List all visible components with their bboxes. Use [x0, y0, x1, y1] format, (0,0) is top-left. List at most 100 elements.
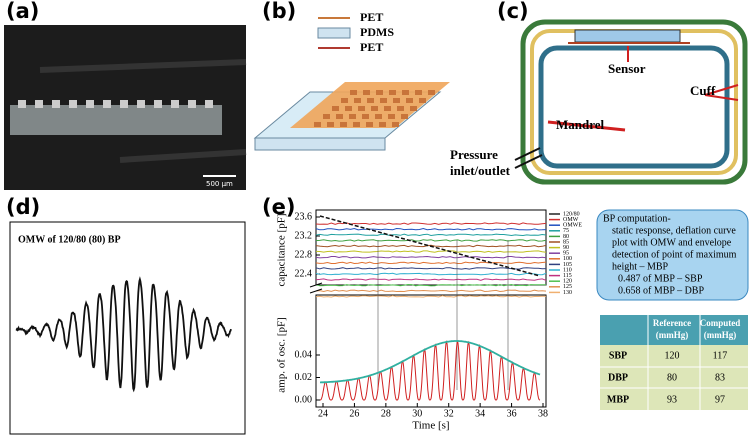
label: (b): [262, 0, 296, 23]
photo-stripe: [119, 149, 247, 163]
pillar: [340, 122, 347, 127]
pillar: [349, 114, 356, 119]
envelope: [320, 340, 541, 384]
arrow: [704, 94, 739, 101]
label: 83: [715, 372, 725, 383]
label: Sensor: [608, 61, 646, 76]
label: 115: [563, 273, 572, 279]
label: capacitance [pF]: [276, 214, 288, 287]
label: 23.6: [295, 211, 313, 222]
pressure-trace: [315, 261, 547, 265]
tube: [514, 154, 543, 169]
pressure-trace: [315, 233, 547, 237]
label: 85: [563, 239, 569, 245]
pdms-swatch: [317, 27, 351, 39]
label: BP computation-: [603, 213, 671, 224]
sensor: [574, 29, 681, 43]
pillar: [366, 122, 373, 127]
label: 117: [713, 350, 728, 361]
pillar: [419, 98, 426, 103]
pillar: [389, 90, 396, 95]
label: 100: [563, 256, 572, 262]
mandrel: [538, 45, 730, 169]
arrow: [547, 120, 626, 132]
micro-pillars: [314, 90, 435, 127]
label: 120: [665, 350, 680, 361]
pressure-trace: [315, 222, 547, 225]
pillar: [154, 100, 162, 108]
label: 120: [563, 279, 572, 285]
pressure-trace: [315, 250, 547, 253]
tube: [514, 147, 541, 161]
pillar: [353, 122, 360, 127]
pillar: [336, 114, 343, 119]
waveform: [15, 276, 232, 393]
label: 38: [538, 408, 548, 419]
label: 32: [444, 408, 454, 419]
pillar: [350, 90, 357, 95]
pillar: [375, 114, 382, 119]
pillar: [363, 90, 370, 95]
pillar: [137, 100, 145, 108]
label: PET: [360, 10, 383, 24]
table-header: [600, 315, 748, 345]
label: 0.00: [295, 394, 313, 405]
cuff-layer: [530, 29, 738, 175]
pillar: [35, 100, 43, 108]
pillar: [345, 106, 352, 111]
pressure-trace: [315, 239, 547, 242]
arrow: [704, 84, 739, 96]
pillar: [397, 106, 404, 111]
label: 105: [563, 262, 572, 268]
label: 97: [715, 394, 725, 405]
label: OMW of 120/80 (80) BP: [18, 234, 121, 245]
sensor-cross-section: [10, 105, 222, 135]
label: inlet/outlet: [450, 163, 511, 178]
pressure-trace: [315, 295, 547, 298]
panel-d-frame: [9, 221, 246, 435]
pillar: [171, 100, 179, 108]
label: (c): [497, 0, 529, 23]
label: (d): [6, 195, 40, 219]
label: 120/80: [563, 211, 580, 217]
pillar: [410, 106, 417, 111]
label: (a): [6, 0, 39, 23]
label: (e): [262, 195, 295, 219]
pillar: [371, 106, 378, 111]
label: SBP: [609, 350, 627, 361]
pillar: [323, 114, 330, 119]
oscillation: [319, 340, 541, 401]
label: height – MBP: [612, 261, 669, 272]
label: 75: [563, 228, 569, 234]
label: 28: [381, 408, 391, 419]
outer-cuff: [520, 19, 748, 185]
label: 110: [563, 267, 572, 273]
pillar: [402, 90, 409, 95]
pdms-side: [254, 137, 386, 151]
label: Time [s]: [412, 420, 449, 432]
label: (mmHg): [656, 330, 689, 340]
pillar: [367, 98, 374, 103]
upper-plot-frame: [315, 209, 547, 286]
pillar: [120, 100, 128, 108]
pillar: [392, 122, 399, 127]
pillar: [205, 100, 213, 108]
label: 80: [563, 234, 569, 240]
pillar: [103, 100, 111, 108]
label: Computed: [700, 318, 741, 328]
label: 95: [563, 251, 569, 257]
deflation-curve: [319, 215, 541, 277]
label: 22.4: [295, 268, 313, 279]
label: Reference: [653, 318, 691, 328]
label: OMWE: [563, 223, 582, 229]
label: detection of point of maximum: [612, 249, 737, 260]
label: 0.487 of MBP – SBP: [618, 273, 703, 284]
pillar: [327, 122, 334, 127]
break: [309, 288, 323, 294]
pillar: [379, 122, 386, 127]
pressure-trace: [315, 272, 547, 276]
label: 125: [563, 284, 572, 290]
pressure-trace: [315, 255, 547, 259]
label: 0.658 of MBP – DBP: [618, 285, 704, 296]
label: 22.8: [295, 249, 313, 260]
